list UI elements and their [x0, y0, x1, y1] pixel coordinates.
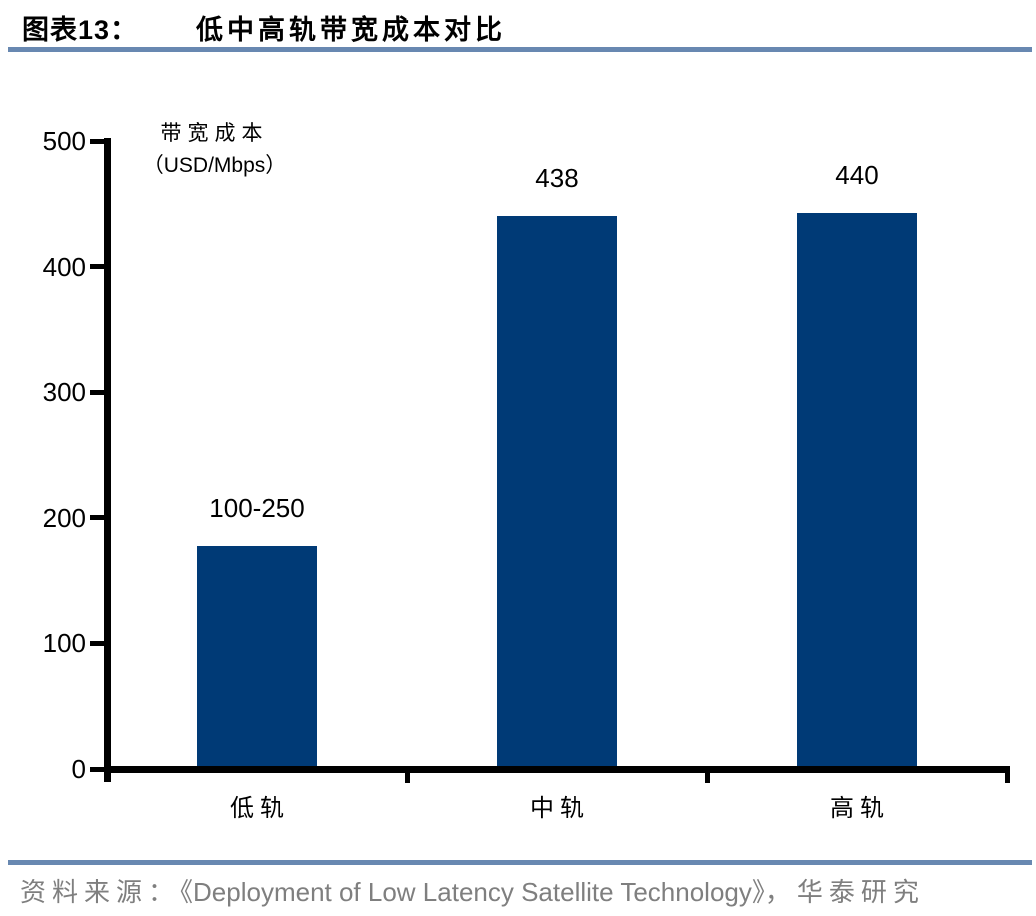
source-organization: 华泰研究	[796, 877, 925, 907]
figure-title-text: 低中高轨带宽成本对比	[196, 14, 507, 45]
bar-chart: 带宽成本 （USD/Mbps） 0 100 200 300 400 500 100-250…	[0, 60, 1036, 850]
bar-value-label: 100-250	[209, 493, 305, 523]
figure-number-label: 图表13：	[22, 14, 139, 45]
y-tick-mark	[90, 515, 105, 521]
y-tick-label: 300	[42, 377, 86, 408]
bar-中轨	[497, 216, 617, 766]
y-tick-mark	[90, 640, 105, 646]
source-separator: ，	[764, 877, 797, 907]
y-tick-mark	[90, 766, 105, 772]
x-tick-mark	[704, 771, 710, 783]
y-tick-label: 200	[42, 502, 86, 533]
y-axis-unit-line2: （USD/Mbps）	[142, 154, 287, 177]
bar-value-label: 438	[535, 163, 579, 193]
y-tick-label: 400	[42, 251, 86, 282]
source-publication: 《Deployment of Low Latency Satellite Tec…	[180, 877, 765, 907]
bar-高轨	[797, 213, 917, 766]
y-axis-line	[104, 138, 111, 782]
y-tick-label: 100	[42, 628, 86, 659]
y-axis-unit-label: 带宽成本 （USD/Mbps）	[122, 118, 307, 182]
footer-divider	[8, 860, 1032, 865]
x-axis-line	[104, 766, 1010, 773]
y-axis-unit-line1: 带宽成本	[160, 122, 269, 145]
y-tick-mark	[90, 138, 105, 144]
x-tick-mark	[1004, 771, 1010, 783]
y-tick-mark	[90, 389, 105, 395]
y-tick-label: 500	[42, 126, 86, 156]
source-prefix: 资料来源：	[20, 877, 181, 907]
x-tick-mark	[404, 771, 410, 783]
figure-title: 图表13： 低中高轨带宽成本对比	[22, 8, 506, 46]
source-note: 资料来源：《Deployment of Low Latency Satellit…	[20, 872, 1020, 909]
x-category-label: 高轨	[830, 795, 890, 822]
bar-低轨	[197, 546, 317, 766]
x-category-label: 中轨	[530, 795, 590, 822]
y-tick-label: 0	[71, 754, 86, 784]
y-tick-mark	[90, 264, 105, 270]
x-category-label: 低轨	[230, 795, 290, 822]
title-divider	[8, 47, 1032, 52]
bar-value-label: 440	[835, 160, 879, 190]
